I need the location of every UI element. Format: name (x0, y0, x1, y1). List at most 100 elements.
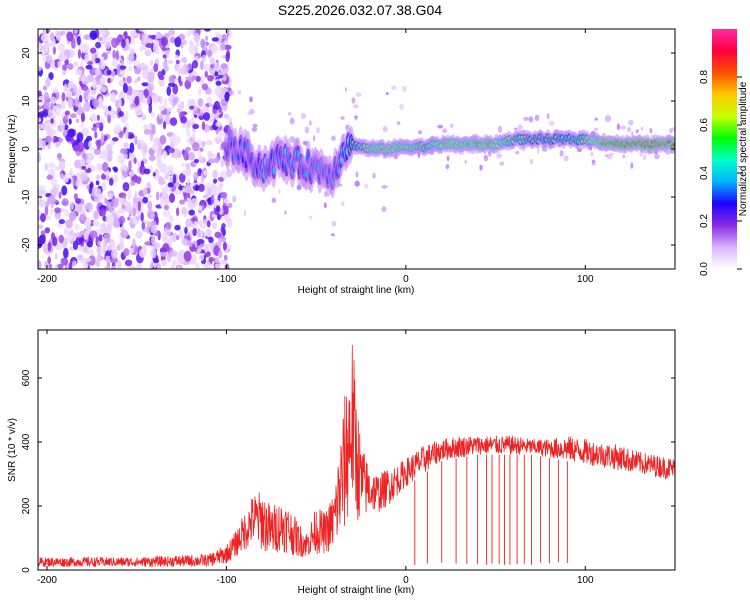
spectrogram-noise-cell (151, 234, 156, 246)
spectrogram-noise-cell (162, 243, 170, 252)
spectrogram-noise-cell (102, 161, 109, 172)
spectrogram-noise-cell (95, 122, 101, 128)
spectrogram-noise-cell (207, 187, 212, 196)
spectrogram-noise-cell (63, 247, 69, 259)
spectrogram-noise-cell (72, 260, 77, 267)
spectrogram-noise-cell (134, 96, 140, 106)
spectrogram-noise-cell (178, 230, 183, 239)
spectrogram-noise-cell (58, 160, 66, 171)
spectrogram-noise-cell (113, 167, 118, 173)
spectrogram-noise-cell (251, 127, 258, 132)
snr-y-tick-label: 200 (21, 497, 32, 514)
spectrogram-noise-cell (170, 263, 175, 269)
spectrogram-noise-cell (59, 54, 67, 62)
spectrogram-noise-cell (38, 138, 43, 149)
spectrogram-noise-cell (214, 62, 220, 72)
spectrogram-noise-cell (103, 238, 108, 247)
spectrogram-noise-cell (142, 142, 147, 154)
spectrogram-noise-cell (224, 263, 230, 269)
spectrogram-noise-cell (94, 188, 102, 198)
colorbar-tick-label: 0.8 (699, 70, 710, 84)
spectrogram-noise-cell (149, 130, 154, 142)
spectrogram-noise-cell (340, 116, 345, 120)
snr-y-tick-label: 400 (21, 433, 32, 450)
spectrogram-noise-cell (89, 30, 98, 40)
spectrogram-noise-cell (591, 159, 596, 164)
spectrogram-noise-cell (101, 173, 106, 180)
spectrogram-noise-cell (38, 260, 42, 269)
spectrogram-noise-cell (44, 136, 52, 143)
spectrogram-noise-cell (93, 197, 100, 203)
spectrogram-noise-cell (168, 75, 175, 84)
spectrogram-noise-cell (202, 194, 209, 199)
spectrogram-noise-cell (52, 46, 57, 55)
spectrogram-noise-cell (115, 50, 120, 61)
spectrogram-noise-cell (72, 83, 78, 94)
spectrogram-noise-cell (146, 95, 151, 105)
spectrogram-noise-cell (142, 196, 149, 204)
spectrogram-noise-cell (82, 262, 89, 269)
spectrogram-noise-cell (309, 215, 313, 220)
spectrogram-noise-cell (80, 76, 87, 82)
spectrogram-noise-cell (203, 218, 208, 223)
spectrogram-noise-cell (38, 95, 45, 105)
spectrogram-noise-cell (90, 47, 97, 54)
spectrogram-noise-cell (163, 32, 171, 39)
spectrogram-noise-cell (442, 128, 447, 133)
spectrogram-noise-cell (68, 211, 77, 221)
snr-frame (37, 329, 676, 571)
spectrogram-noise-cell (192, 142, 200, 152)
spectrogram-noise-cell (74, 159, 82, 169)
spectrogram-noise-cell (649, 127, 653, 134)
spectrogram-noise-cell (150, 248, 157, 259)
spectrogram-noise-cell (200, 75, 204, 86)
spectrogram-noise-cell (345, 87, 347, 92)
spectrogram-noise-cell (220, 157, 225, 168)
spectrogram-noise-cell (168, 29, 176, 36)
spectrogram-noise-cell (132, 207, 137, 217)
spectrogram-noise-cell (163, 199, 168, 205)
spectrogram-noise-cell (60, 30, 65, 36)
spectrogram-noise-cell (197, 107, 201, 114)
spectrogram-noise-cell (108, 193, 113, 200)
spectrogram-noise-cell (168, 82, 176, 87)
spectrogram-noise-cell (119, 239, 125, 250)
spectrogram-noise-cell (203, 63, 211, 71)
spectrogram-noise-cell (81, 127, 90, 137)
spectrogram-noise-cell (169, 249, 178, 257)
spectrogram-noise-cell (110, 113, 117, 119)
colorbar-axis: 0.0 0.2 0.4 0.6 0.8 (699, 70, 742, 276)
spectrogram-noise-cell (163, 97, 168, 108)
spectrogram-noise-cell (222, 74, 227, 82)
spectrogram-noise-cell (170, 36, 175, 44)
spectrogram-noise-cell (171, 237, 177, 243)
spectrogram-noise-cell (190, 254, 197, 265)
spectrogram-noise-cell (330, 233, 335, 237)
spectrogram-noise-cell (43, 91, 49, 101)
spectrogram-noise-cell (81, 165, 86, 170)
spectrogram-noise-cell (118, 111, 124, 117)
spectrogram-noise-cell (155, 191, 160, 201)
spectrogram-noise-cell (54, 165, 60, 171)
spectrogram-noise-cell (118, 215, 126, 224)
spectrogram-noise-cell (162, 209, 171, 218)
spectrogram-noise-cell (123, 153, 128, 160)
spectrogram-noise-cell (95, 67, 101, 76)
spectrogram-noise-cell (226, 168, 233, 178)
spectrogram-noise-cell (105, 143, 113, 152)
spectrogram-noise-cell (201, 140, 206, 148)
spectrogram-noise-cell (300, 112, 307, 120)
spectrogram-noise-cell (96, 139, 101, 150)
spectrogram-noise-cell (80, 246, 85, 252)
spectrogram-noise-cell (138, 92, 143, 102)
spectrogram-noise-cell (287, 112, 292, 116)
spectrogram-noise-cell (100, 63, 106, 70)
spectrogram-noise-cell (120, 148, 128, 155)
spectrogram-noise-cell (210, 44, 219, 54)
spectrogram-noise-cell (622, 154, 626, 159)
spectrogram-noise-cell (159, 251, 168, 257)
spectrogram-noise-cell (118, 98, 122, 109)
spectrogram-noise-cell (135, 215, 140, 222)
spectrogram-noise-cell (48, 72, 54, 81)
spectrogram-noise-cell (204, 29, 211, 32)
